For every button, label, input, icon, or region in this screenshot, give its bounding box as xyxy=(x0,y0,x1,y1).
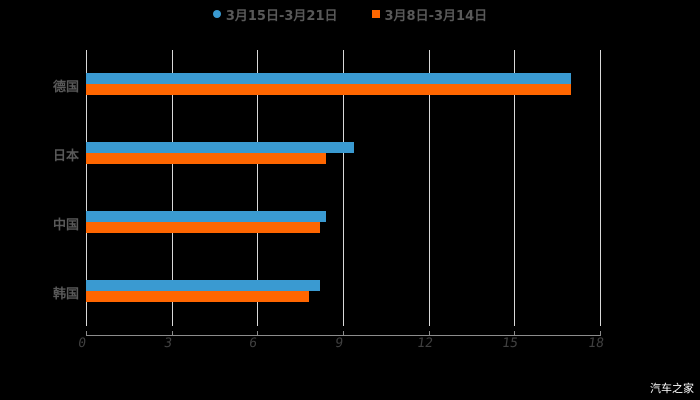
gridline xyxy=(600,50,601,326)
x-axis-tick-label: 3 xyxy=(163,336,173,351)
x-axis-tick xyxy=(86,331,87,336)
gridline xyxy=(343,50,344,326)
gridline xyxy=(514,50,515,326)
bar-current-week xyxy=(86,73,571,84)
chart-legend: 3月15日-3月21日 3月8日-3月14日 xyxy=(0,4,700,24)
x-axis-line xyxy=(86,335,600,336)
x-axis-tick-label: 9 xyxy=(334,336,344,351)
legend-item-week-mar15-21: 3月15日-3月21日 xyxy=(212,5,338,24)
bar-current-week xyxy=(86,280,320,291)
bar-current-week xyxy=(86,211,326,222)
x-axis-tick-label: 0 xyxy=(77,336,87,351)
legend-label: 3月15日-3月21日 xyxy=(225,8,338,24)
x-axis-tick xyxy=(257,331,258,336)
x-axis-tick-label: 18 xyxy=(587,336,605,351)
bar-previous-week xyxy=(86,291,309,302)
x-axis-tick-label: 15 xyxy=(501,336,519,351)
legend-marker-circle-icon xyxy=(212,10,221,18)
bar-previous-week xyxy=(86,84,571,95)
y-axis-category-label: 日本 xyxy=(52,149,79,164)
x-axis-tick xyxy=(429,331,430,336)
legend-marker-square-icon xyxy=(371,10,380,18)
x-axis-tick xyxy=(600,331,601,336)
x-axis-tick xyxy=(514,331,515,336)
bar-previous-week xyxy=(86,153,326,164)
x-axis-tick-label: 12 xyxy=(416,336,434,351)
gridline xyxy=(257,50,258,326)
bar-previous-week xyxy=(86,222,320,233)
gridline xyxy=(172,50,173,326)
y-axis-category-label: 韩国 xyxy=(52,287,79,302)
gridline xyxy=(429,50,430,326)
legend-item-week-mar8-14: 3月8日-3月14日 xyxy=(371,5,488,24)
legend-label: 3月8日-3月14日 xyxy=(384,8,488,24)
x-axis-tick xyxy=(343,331,344,336)
y-axis-category-label: 中国 xyxy=(52,218,79,233)
x-axis-tick xyxy=(172,331,173,336)
x-axis-tick-label: 6 xyxy=(248,336,258,351)
y-axis-category-label: 德国 xyxy=(52,80,79,95)
bar-current-week xyxy=(86,142,354,153)
watermark: 汽车之家 xyxy=(650,382,694,395)
gridline xyxy=(86,50,87,326)
